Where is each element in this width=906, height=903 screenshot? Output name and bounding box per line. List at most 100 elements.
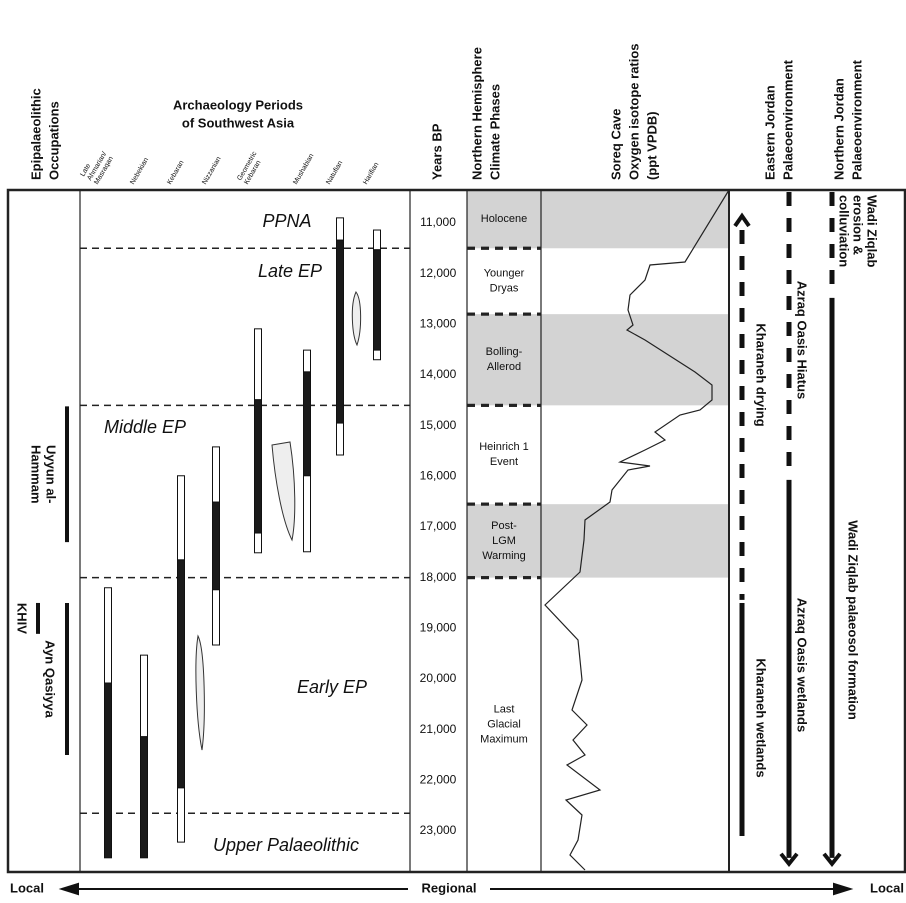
- header: Northern Jordan: [831, 78, 846, 180]
- era-label: PPNA: [262, 211, 311, 231]
- period-bar: [104, 682, 112, 859]
- climate-phase-label: Warming: [482, 550, 526, 562]
- arrow-head: [733, 212, 751, 228]
- artifact: [351, 291, 362, 347]
- year-tick-label: 23,000: [420, 823, 457, 837]
- header: Occupations: [46, 101, 61, 180]
- era-label: Middle EP: [104, 417, 186, 437]
- environment-label: Kharaneh drying: [754, 323, 769, 426]
- period-bar: [303, 475, 311, 553]
- period-name: Mushabian: [292, 153, 315, 186]
- period-bar: [177, 559, 185, 789]
- environment-label: colluviation: [837, 195, 852, 267]
- environment-label: erosion &: [851, 195, 866, 255]
- header: (ppt VPDB): [644, 111, 659, 180]
- outer-frame: [6, 188, 906, 874]
- header: Eastern Jordan: [762, 85, 777, 180]
- year-tick-label: 20,000: [420, 671, 457, 685]
- occupation-label: Hammam: [29, 445, 44, 504]
- environment-label: Azraq Oasis Hiatus: [795, 281, 810, 400]
- footer-label: Local: [10, 880, 44, 895]
- environment-label: Azraq Oasis wetlands: [795, 598, 810, 732]
- period-bar: [104, 587, 112, 684]
- period-bar: [140, 736, 148, 859]
- period-name: Nebekian: [129, 157, 150, 186]
- period-name: Kebaran: [166, 159, 185, 186]
- arrow-head: [822, 852, 842, 868]
- period-bar: [177, 475, 185, 561]
- era-label: Upper Palaeolithic: [213, 835, 359, 855]
- arrow-head: [58, 882, 79, 896]
- occupation-label: Ayn Qasiyya: [43, 640, 58, 718]
- year-tick-label: 16,000: [420, 468, 457, 482]
- environment-label: Kharaneh wetlands: [754, 658, 769, 777]
- environment-label: Wadi Ziqlab: [865, 195, 880, 268]
- year-tick-label: 19,000: [420, 620, 457, 634]
- soreq-curve: [544, 189, 730, 871]
- period-bar: [140, 654, 148, 738]
- arrow-head: [779, 852, 799, 868]
- period-name: Natufian: [325, 160, 344, 186]
- climate-phase-label: Dryas: [490, 283, 519, 295]
- artifacts: [195, 291, 362, 751]
- header: Soreq Cave: [608, 108, 623, 180]
- climate-band: [467, 504, 729, 578]
- period-bar: [336, 239, 344, 424]
- period-bar: [336, 422, 344, 456]
- year-tick-label: 17,000: [420, 519, 457, 533]
- climate-phase-label: Allerod: [487, 361, 521, 373]
- year-tick-label: 18,000: [420, 570, 457, 584]
- period-name: Harifian: [362, 161, 380, 185]
- period-bar: [177, 787, 185, 843]
- period-bar: [254, 399, 262, 534]
- climate-phase-label: LGM: [492, 535, 516, 547]
- era-label: Early EP: [297, 677, 367, 697]
- climate-phase-label: Holocene: [481, 213, 527, 225]
- artifact: [271, 441, 296, 542]
- climate-phase-label: Post-: [491, 520, 517, 532]
- header: Epipalaeolithic: [28, 88, 43, 180]
- arrow-head: [833, 882, 854, 896]
- header: Years BP: [429, 123, 444, 180]
- period-bar: [212, 446, 220, 503]
- period-name: Nizzanian: [201, 156, 222, 186]
- period-bar: [212, 501, 220, 591]
- period-bar: [303, 349, 311, 373]
- header: Palaeoenvironment: [849, 59, 864, 180]
- climate-phase-label: Heinrich 1: [479, 441, 529, 453]
- period-bar: [303, 371, 311, 477]
- period-bar: [373, 249, 381, 351]
- header: Oxygen isotope ratios: [626, 43, 641, 180]
- year-tick-label: 15,000: [420, 418, 457, 432]
- frame: [6, 188, 906, 874]
- environment-label: Wadi Ziqlab palaeosol formation: [846, 520, 861, 720]
- year-tick-label: 12,000: [420, 266, 457, 280]
- footer-label: Regional: [422, 880, 477, 895]
- header: Climate Phases: [487, 84, 502, 180]
- backgrounds: [467, 190, 729, 578]
- climate-phase-label: Younger: [484, 268, 525, 280]
- occupation-label: Uyyun al-: [44, 445, 59, 504]
- year-tick-label: 13,000: [420, 316, 457, 330]
- climate-phase-label: Last: [494, 704, 515, 716]
- era-label: Late EP: [258, 261, 322, 281]
- period-bar: [254, 532, 262, 554]
- footer-arrow: [58, 882, 854, 896]
- period-bar: [212, 589, 220, 646]
- climate-band: [467, 314, 729, 406]
- header: Northern Hemisphere: [469, 47, 484, 180]
- period-bar: [373, 229, 381, 251]
- occupation-label: KHIV: [15, 603, 30, 634]
- year-tick-label: 22,000: [420, 772, 457, 786]
- footer-label: Local: [870, 880, 904, 895]
- climate-phase-label: Maximum: [480, 734, 528, 746]
- period-bar: [336, 217, 344, 241]
- climate-phase-label: Event: [490, 456, 518, 468]
- year-tick-label: 14,000: [420, 367, 457, 381]
- artifact: [195, 634, 205, 751]
- period-bar: [254, 328, 262, 401]
- header: of Southwest Asia: [182, 115, 295, 130]
- climate-phase-label: Glacial: [487, 719, 521, 731]
- climate-band: [467, 190, 729, 249]
